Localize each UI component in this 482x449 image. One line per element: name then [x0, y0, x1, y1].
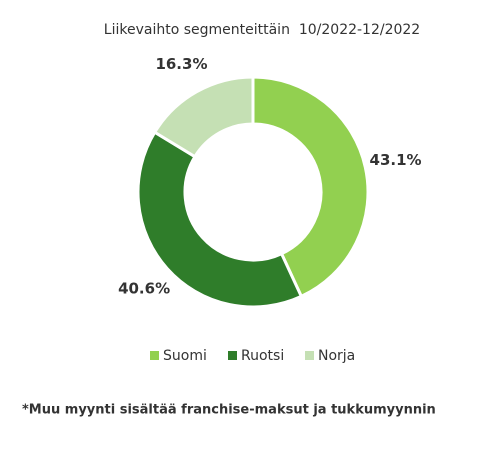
value-label: 40.6% [118, 280, 170, 298]
legend-label: Ruotsi [241, 348, 284, 364]
footnote: *Muu myynti sisältää franchise-maksut ja… [22, 403, 436, 418]
chart-title: Liikevaihto segmenteittäin 10/2022-12/20… [104, 22, 420, 38]
legend-swatch [228, 351, 237, 360]
legend-swatch [305, 351, 314, 360]
value-label: 43.1% [370, 151, 422, 169]
donut-slice [251, 75, 370, 299]
legend-swatch [150, 351, 159, 360]
donut-slice [152, 75, 255, 159]
legend-label: Norja [318, 348, 355, 364]
value-label: 16.3% [155, 55, 207, 73]
donut-slice [136, 130, 304, 309]
legend-label: Suomi [163, 348, 207, 364]
